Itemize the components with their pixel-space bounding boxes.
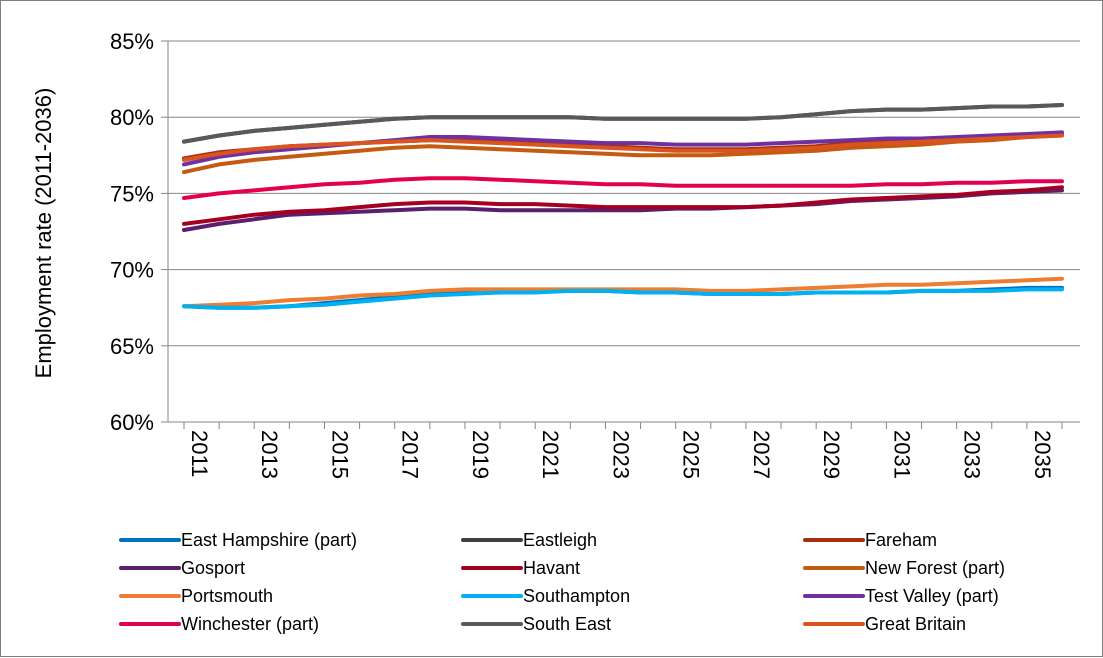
legend-label: Gosport (181, 558, 245, 578)
series-lines (182, 103, 1064, 310)
y-axis-title: Employment rate (2011-2036) (31, 88, 56, 379)
legend-label: New Forest (part) (865, 558, 1005, 578)
legend-label: Great Britain (865, 614, 966, 634)
x-tick-label: 2035 (1030, 430, 1055, 479)
y-tick-label: 60% (110, 410, 154, 435)
legend-label: Fareham (865, 530, 937, 550)
x-tick-label: 2029 (819, 430, 844, 479)
y-tick-labels: 60% 65% 70% 75% 80% 85% (110, 29, 154, 435)
y-tick-label: 80% (110, 105, 154, 130)
series-line-7 (182, 287, 1064, 310)
series-line-10 (182, 103, 1064, 144)
legend-label: Southampton (523, 586, 630, 606)
series-line-9 (182, 176, 1064, 200)
x-tick-label: 2019 (468, 430, 493, 479)
legend-label: East Hampshire (part) (181, 530, 357, 550)
gridlines (168, 40, 1080, 347)
x-tick-labels: 2011 2013 2015 2017 2019 2021 2023 2025 2027 2029… (187, 430, 1055, 479)
y-tick-label: 85% (110, 29, 154, 54)
legend-label: South East (523, 614, 611, 634)
x-tick-label: 2027 (749, 430, 774, 479)
axes (161, 40, 1080, 429)
x-tick-label: 2013 (257, 430, 282, 479)
legend-label: Test Valley (part) (865, 586, 999, 606)
x-tick-label: 2031 (889, 430, 914, 479)
x-tick-label: 2015 (327, 430, 352, 479)
x-tick-label: 2033 (960, 430, 985, 479)
legend-label: Winchester (part) (181, 614, 319, 634)
legend: East Hampshire (part) Eastleigh Fareham Gos… (119, 530, 1005, 634)
legend-label: Havant (523, 558, 580, 578)
series-line-4 (182, 185, 1064, 226)
series-line-11 (182, 133, 1064, 162)
legend-label: Eastleigh (523, 530, 597, 550)
x-tick-label: 2025 (679, 430, 704, 479)
y-tick-label: 65% (110, 334, 154, 359)
series-line-5 (182, 133, 1064, 175)
y-tick-label: 70% (110, 258, 154, 283)
legend-label: Portsmouth (181, 586, 273, 606)
series-line-6 (182, 276, 1064, 309)
y-tick-label: 75% (110, 181, 154, 206)
x-tick-label: 2023 (608, 430, 633, 479)
x-tick-label: 2017 (398, 430, 423, 479)
x-tick-label: 2011 (187, 430, 212, 477)
x-tick-label: 2021 (538, 430, 563, 479)
